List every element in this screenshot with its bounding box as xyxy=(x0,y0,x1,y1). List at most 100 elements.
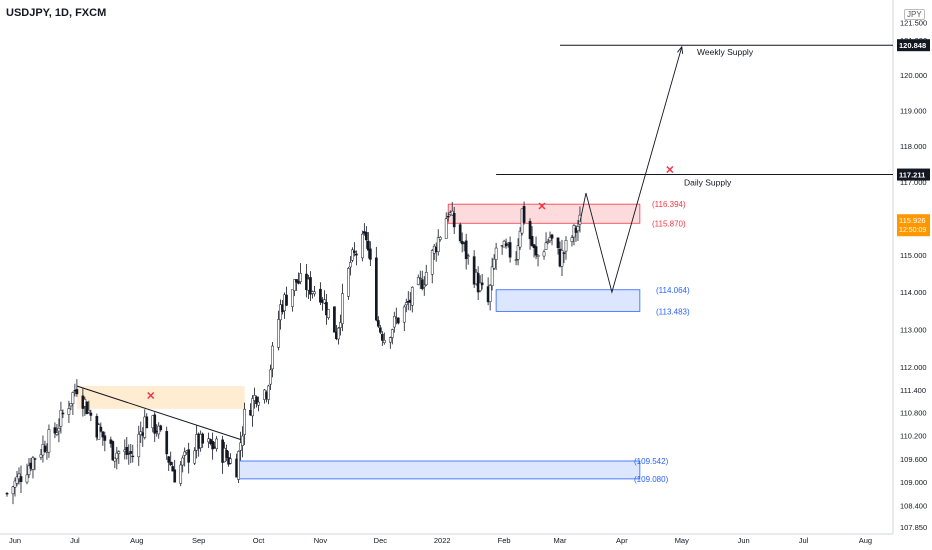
candle-body xyxy=(53,427,57,434)
x-marker: ✕ xyxy=(146,391,155,403)
candle-body xyxy=(87,410,91,413)
candle-body xyxy=(388,337,392,343)
candle-body xyxy=(55,432,59,435)
candle-body xyxy=(504,243,508,246)
candle-body xyxy=(492,258,496,269)
candle-body xyxy=(347,268,350,297)
candle-body xyxy=(19,476,23,482)
candle-body xyxy=(13,480,17,488)
candle-body xyxy=(59,410,63,427)
candle-body xyxy=(299,273,302,282)
candle-body xyxy=(237,451,240,480)
candle-body xyxy=(167,456,171,463)
candle-body xyxy=(556,237,560,248)
candle-body xyxy=(361,233,364,259)
candle-body xyxy=(229,458,232,464)
candle-body xyxy=(528,221,532,240)
zone-rect-0 xyxy=(76,386,245,409)
symbol-title: USDJPY, 1D, FXCM xyxy=(6,7,107,19)
zone-price-label: (114.064) xyxy=(656,286,690,295)
currency-badge[interactable]: JPY xyxy=(904,9,925,20)
candle-body xyxy=(125,446,129,455)
candle-body xyxy=(145,416,149,429)
candle-body xyxy=(293,279,296,291)
candle-body xyxy=(89,412,93,416)
x-marker: ✕ xyxy=(665,165,674,177)
x-tick-label: May xyxy=(675,536,689,545)
candle-body xyxy=(285,294,288,306)
candle-body xyxy=(291,289,294,307)
candle-body xyxy=(159,425,163,431)
candle-body xyxy=(444,218,448,239)
candle-body xyxy=(378,327,382,333)
candle-body xyxy=(402,306,406,323)
candle-body xyxy=(61,412,65,415)
y-tick-label: 120.000 xyxy=(900,71,927,80)
candle-body xyxy=(325,302,328,316)
candle-body xyxy=(392,316,396,328)
y-tick-label: 121.500 xyxy=(900,18,927,27)
y-tick-label: 109.600 xyxy=(900,455,927,464)
candle-body xyxy=(103,435,107,441)
y-tick-label: 117.000 xyxy=(900,178,927,187)
zone-price-label: (115.870) xyxy=(652,219,686,228)
candle-body xyxy=(113,457,117,462)
candle-body xyxy=(410,287,414,306)
x-tick-label: Oct xyxy=(253,536,266,545)
y-tick-label: 115.000 xyxy=(900,251,927,260)
level-label: Daily Supply xyxy=(684,178,732,188)
x-tick-label: Jun xyxy=(9,536,21,545)
candle-body xyxy=(542,251,546,257)
candle-body xyxy=(396,317,400,324)
candle-body xyxy=(390,329,394,338)
candle-body xyxy=(337,327,340,340)
candle-body xyxy=(452,212,456,228)
candle-body xyxy=(404,302,408,306)
last-price-label: 115.926 xyxy=(899,216,926,225)
candle-body xyxy=(11,486,15,495)
candle-body xyxy=(25,474,29,483)
candle-body xyxy=(131,455,135,458)
candle-body xyxy=(43,445,47,453)
candle-body xyxy=(27,465,31,475)
candle-body xyxy=(368,248,372,260)
candle-body xyxy=(239,442,242,451)
candle-body xyxy=(115,452,119,460)
candle-body xyxy=(295,279,298,283)
level-label: Weekly Supply xyxy=(697,47,754,57)
candle-body xyxy=(424,272,428,286)
candle-body xyxy=(516,245,520,260)
candle-body xyxy=(532,244,536,249)
candle-body xyxy=(193,450,197,464)
candle-body xyxy=(251,398,254,417)
x-tick-label: Jul xyxy=(70,536,80,545)
candle-body xyxy=(544,242,548,250)
candle-body xyxy=(367,240,370,251)
candle-body xyxy=(534,246,538,256)
candle-body xyxy=(374,257,378,321)
candle-body xyxy=(522,206,526,223)
candle-body xyxy=(341,293,344,324)
candle-body xyxy=(39,454,43,458)
x-tick-label: 2022 xyxy=(434,536,451,545)
projection-path xyxy=(579,46,683,294)
x-tick-label: Jun xyxy=(738,536,750,545)
candle-body xyxy=(382,339,386,343)
candle-body xyxy=(323,299,326,304)
candle-body xyxy=(279,304,282,321)
x-tick-label: Dec xyxy=(374,536,388,545)
candle-body xyxy=(564,240,568,252)
zone-price-label: (116.394) xyxy=(652,200,686,209)
candle-body xyxy=(47,429,51,453)
candle-body xyxy=(546,241,550,243)
candle-body xyxy=(101,431,105,438)
candle-body xyxy=(5,493,9,495)
candle-body xyxy=(99,426,103,432)
candle-body xyxy=(355,253,358,256)
candle-body xyxy=(430,250,434,275)
y-tick-label: 113.000 xyxy=(900,325,927,334)
zone-rect-3 xyxy=(495,289,641,312)
x-tick-label: Feb xyxy=(498,536,511,545)
candle-body xyxy=(514,259,518,261)
